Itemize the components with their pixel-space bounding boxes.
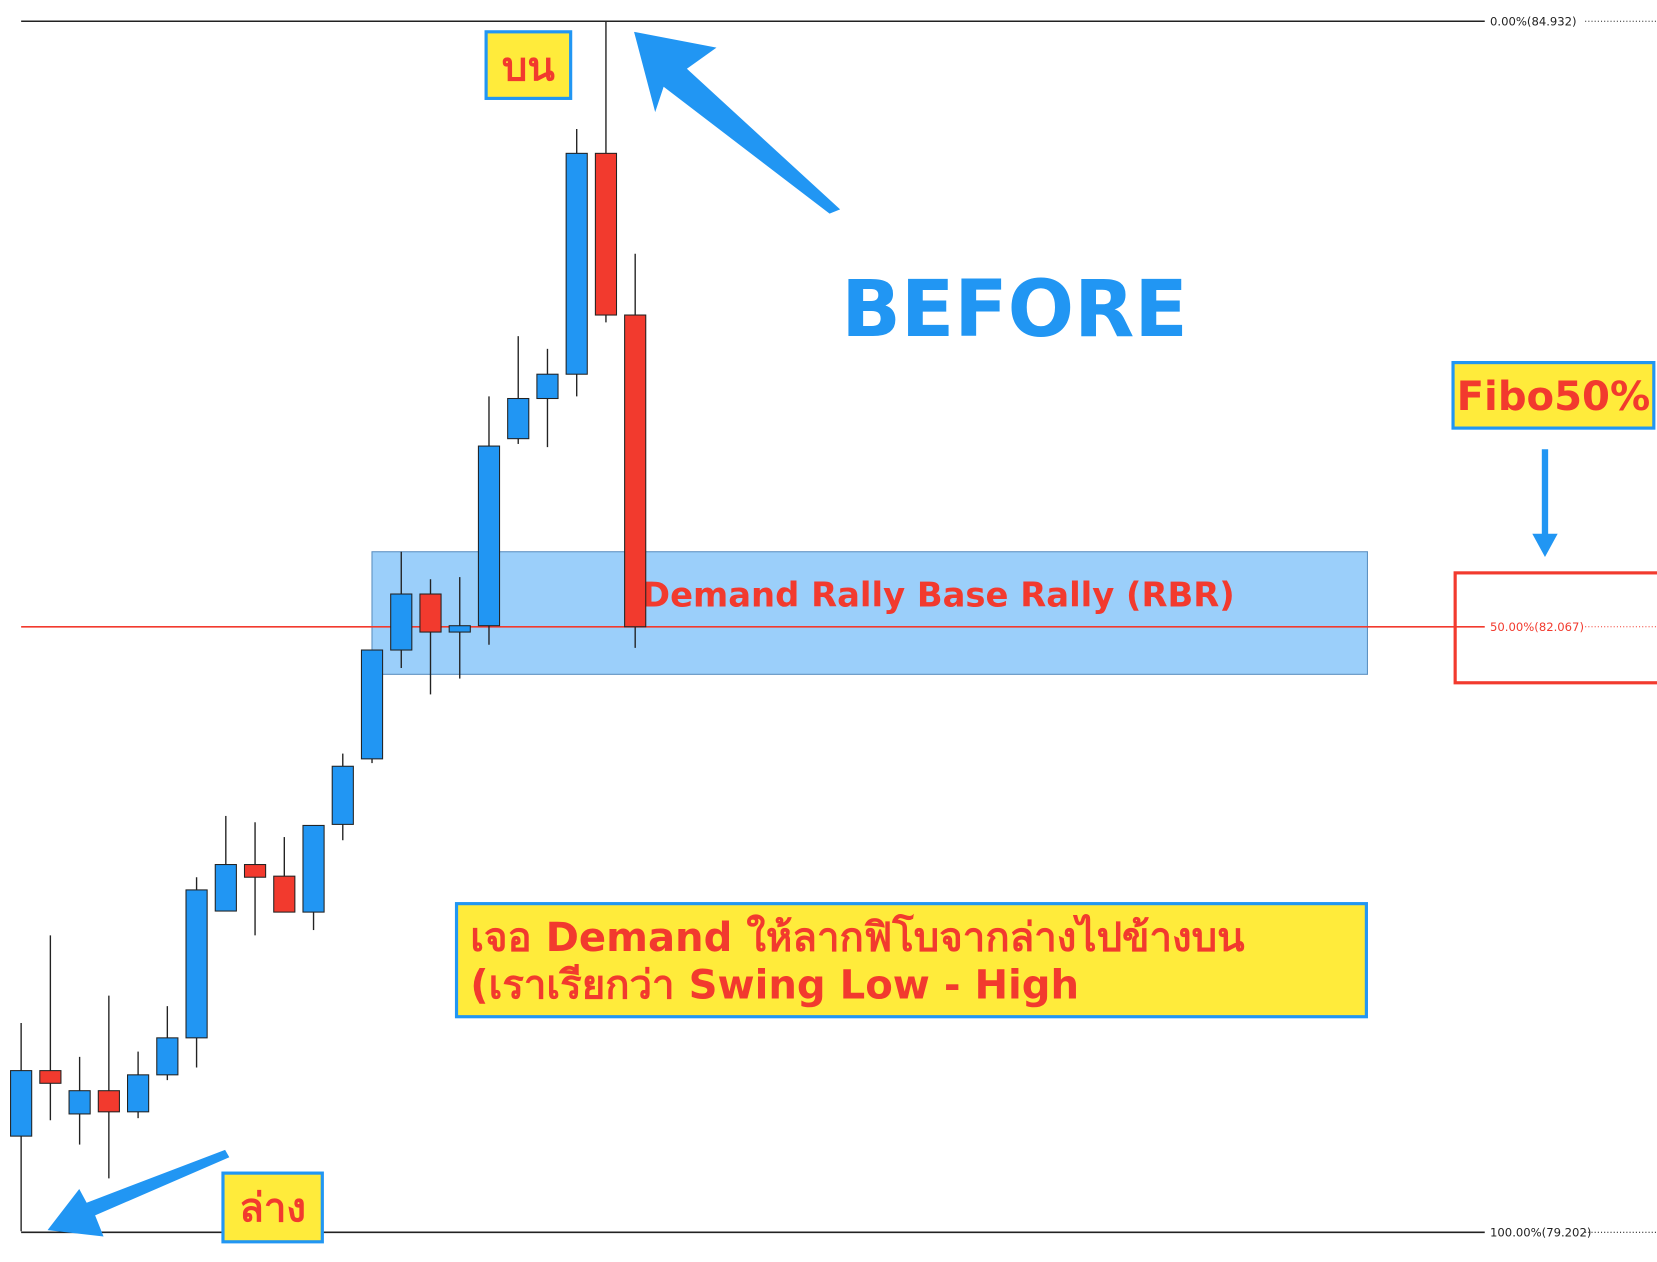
candle-body xyxy=(302,824,325,913)
zone-label: Demand Rally Base Rally (RBR) xyxy=(642,576,1235,615)
candle-body xyxy=(507,397,530,440)
candle-body xyxy=(156,1037,179,1076)
candle-body xyxy=(594,152,618,316)
label-top: บน xyxy=(502,44,555,90)
fibo-highlight xyxy=(1453,571,1657,685)
label-box xyxy=(484,30,573,100)
arrow-fibo xyxy=(1532,449,1558,558)
candle-body xyxy=(127,1074,150,1113)
label-fibo: Fibo50% xyxy=(1457,374,1651,420)
candle-body xyxy=(68,1090,91,1115)
candle-body xyxy=(448,625,471,633)
fib-label: 100.00%(79.202) xyxy=(1490,1226,1591,1240)
candle-body xyxy=(39,1070,62,1084)
candle-body xyxy=(390,593,413,651)
fib-label: 50.00%(82.067) xyxy=(1490,620,1584,634)
note-line: เจอ Demand ให้ลากฟิโบจากล่างไปข้างบน xyxy=(470,914,1245,961)
candle-body xyxy=(243,864,267,878)
candle-body xyxy=(360,649,384,760)
candle-body xyxy=(565,152,588,375)
candle-body xyxy=(10,1070,33,1137)
demand-zone xyxy=(371,551,1368,675)
arrow-bottom xyxy=(47,1149,230,1237)
label-box xyxy=(221,1171,324,1244)
label-bottom: ล่าง xyxy=(239,1186,306,1232)
candle-body xyxy=(185,889,208,1039)
candle-body xyxy=(214,864,237,912)
candle-body xyxy=(97,1090,120,1113)
label-box xyxy=(1451,360,1656,430)
candle-body xyxy=(477,445,501,627)
note-line: (เราเรียกว่า Swing Low - High xyxy=(470,963,1079,1009)
candle-body xyxy=(273,875,296,913)
fib-label: 0.00%(84.932) xyxy=(1490,14,1577,28)
label-before: BEFORE xyxy=(841,264,1188,355)
candle-body xyxy=(419,593,442,633)
arrow-top xyxy=(634,31,841,214)
note-box xyxy=(454,902,1368,1019)
candle-body xyxy=(331,765,354,825)
candle-body xyxy=(624,314,647,628)
candle-body xyxy=(536,373,559,400)
